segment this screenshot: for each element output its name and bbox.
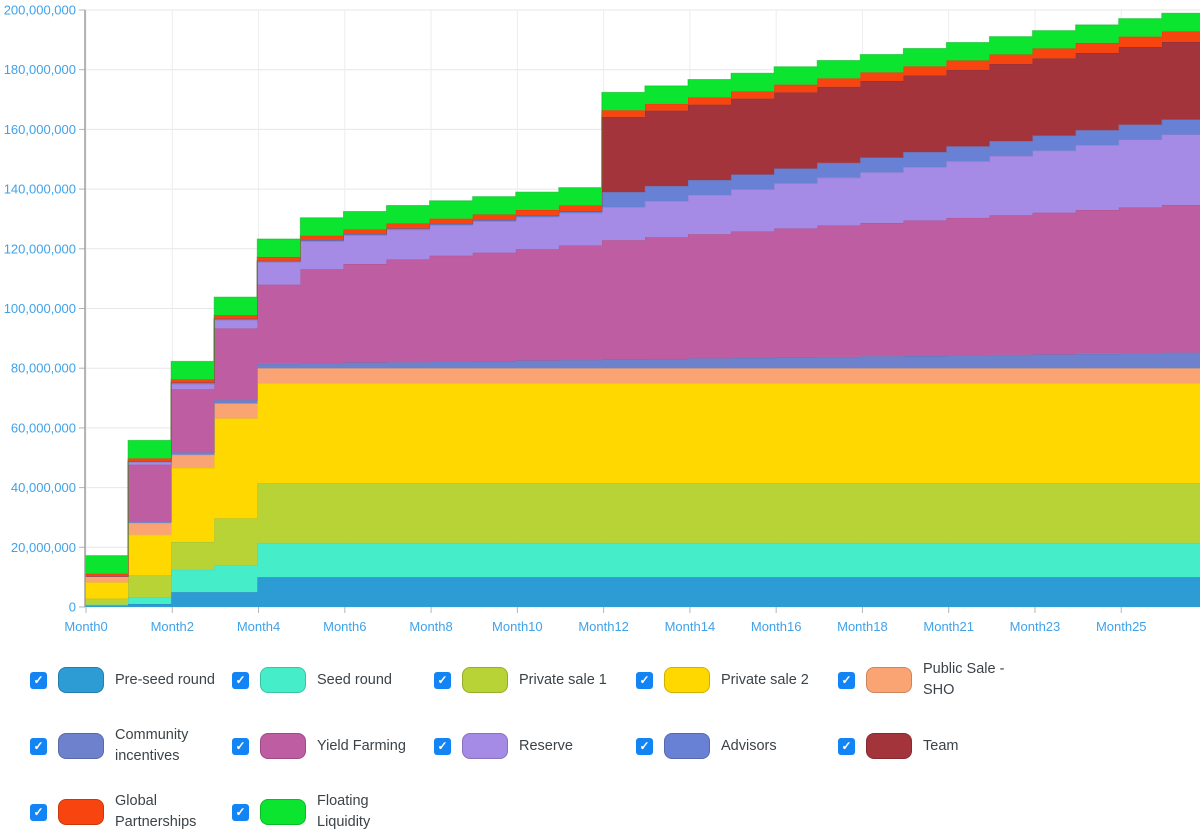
legend-swatch-seed-round [260, 667, 306, 693]
x-tick-label: Month23 [1010, 619, 1061, 634]
legend-swatch-pre-seed-round [58, 667, 104, 693]
legend-swatch-private-sale-2 [664, 667, 710, 693]
legend-item-advisors[interactable]: ✓ Advisors [636, 723, 838, 769]
y-tick-label: 80,000,000 [11, 361, 76, 376]
vesting-chart[interactable]: Month0 Month2 Month4 Month6 Month8 Month10 Mon… [0, 0, 1200, 645]
vesting-chart-area: Month0 Month2 Month4 Month6 Month8 Month10 Mon… [0, 0, 1200, 645]
y-tick-label: 160,000,000 [4, 122, 76, 137]
x-tick-label: Month0 [64, 619, 107, 634]
legend-item-seed-round[interactable]: ✓ Seed round [232, 657, 434, 703]
x-tick-label: Month16 [751, 619, 802, 634]
legend-swatch-community-incentives [58, 733, 104, 759]
legend-swatch-private-sale-1 [462, 667, 508, 693]
legend-swatch-yield-farming [260, 733, 306, 759]
legend-label-private-sale-2: Private sale 2 [721, 671, 809, 688]
legend-item-global-partnerships[interactable]: ✓ Global Partnerships [30, 789, 232, 834]
legend-label-seed-round: Seed round [317, 671, 392, 688]
legend-label-private-sale-1: Private sale 1 [519, 671, 607, 688]
legend-label-floating-liquidity: Floating Liquidity [317, 793, 371, 830]
legend-item-floating-liquidity[interactable]: ✓ Floating Liquidity [232, 789, 434, 834]
y-tick-label: 0 [69, 600, 76, 615]
checkbox-checked-icon[interactable]: ✓ [636, 671, 653, 689]
checkbox-checked-icon[interactable]: ✓ [838, 737, 855, 755]
checkbox-checked-icon[interactable]: ✓ [30, 803, 47, 821]
y-tick-label: 120,000,000 [4, 241, 76, 256]
legend-item-yield-farming[interactable]: ✓ Yield Farming [232, 723, 434, 769]
area-series-private-sale-1[interactable] [85, 483, 1200, 605]
legend-item-community-incentives[interactable]: ✓ Community incentives [30, 723, 232, 769]
x-tick-label: Month8 [409, 619, 452, 634]
legend-swatch-advisors [664, 733, 710, 759]
area-series-reserve[interactable] [85, 134, 1200, 577]
legend-swatch-public-sale-sho [866, 667, 912, 693]
y-tick-label: 40,000,000 [11, 480, 76, 495]
legend-label-yield-farming: Yield Farming [317, 737, 406, 754]
legend-swatch-reserve [462, 733, 508, 759]
y-tick-label: 60,000,000 [11, 420, 76, 435]
checkbox-checked-icon[interactable]: ✓ [232, 671, 249, 689]
checkbox-checked-icon[interactable]: ✓ [232, 737, 249, 755]
legend-label-team: Team [923, 737, 959, 754]
y-tick-label: 180,000,000 [4, 62, 76, 77]
checkbox-checked-icon[interactable]: ✓ [636, 737, 653, 755]
legend-item-team[interactable]: ✓ Team [838, 723, 1040, 769]
legend-item-private-sale-1[interactable]: ✓ Private sale 1 [434, 657, 636, 703]
legend-swatch-team [866, 733, 912, 759]
y-tick-label: 100,000,000 [4, 301, 76, 316]
legend-swatch-floating-liquidity [260, 799, 306, 825]
area-series-team[interactable] [85, 41, 1200, 577]
legend-label-public-sale-sho: Public Sale - SHO [923, 661, 1005, 698]
y-tick-label: 20,000,000 [11, 540, 76, 555]
legend-item-reserve[interactable]: ✓ Reserve [434, 723, 636, 769]
legend-label-reserve: Reserve [519, 737, 573, 754]
checkbox-checked-icon[interactable]: ✓ [434, 671, 451, 689]
area-border [85, 12, 1200, 557]
checkbox-checked-icon[interactable]: ✓ [838, 671, 855, 689]
checkbox-checked-icon[interactable]: ✓ [30, 737, 47, 755]
legend-label-advisors: Advisors [721, 737, 777, 754]
checkbox-checked-icon[interactable]: ✓ [232, 803, 249, 821]
area-series-yield-farming[interactable] [85, 204, 1200, 577]
area-series-pre-seed-round[interactable] [85, 577, 1200, 607]
area-series-private-sale-2[interactable] [85, 383, 1200, 599]
x-tick-label: Month18 [837, 619, 888, 634]
legend-label-pre-seed-round: Pre-seed round [115, 671, 215, 688]
x-tick-label: Month2 [151, 619, 194, 634]
legend-label-global-partnerships: Global Partnerships [115, 793, 197, 830]
legend-item-public-sale-sho[interactable]: ✓ Public Sale - SHO [838, 657, 1040, 703]
checkbox-checked-icon[interactable]: ✓ [30, 671, 47, 689]
x-tick-label: Month10 [492, 619, 543, 634]
legend-label-community-incentives: Community incentives [115, 727, 189, 764]
x-tick-label: Month6 [323, 619, 366, 634]
x-tick-label: Month25 [1096, 619, 1147, 634]
chart-legend: ✓ Pre-seed round ✓ Seed round ✓ Private sale … [30, 657, 1200, 834]
y-tick-label: 140,000,000 [4, 182, 76, 197]
legend-swatch-global-partnerships [58, 799, 104, 825]
checkbox-checked-icon[interactable]: ✓ [434, 737, 451, 755]
legend-item-pre-seed-round[interactable]: ✓ Pre-seed round [30, 657, 232, 703]
x-tick-label: Month14 [665, 619, 716, 634]
x-tick-label: Month12 [578, 619, 629, 634]
x-tick-label: Month4 [237, 619, 280, 634]
legend-item-private-sale-2[interactable]: ✓ Private sale 2 [636, 657, 838, 703]
area-series-seed-round[interactable] [85, 542, 1200, 606]
x-tick-label: Month21 [923, 619, 974, 634]
area-border [85, 542, 1200, 606]
y-tick-label: 200,000,000 [4, 3, 76, 18]
